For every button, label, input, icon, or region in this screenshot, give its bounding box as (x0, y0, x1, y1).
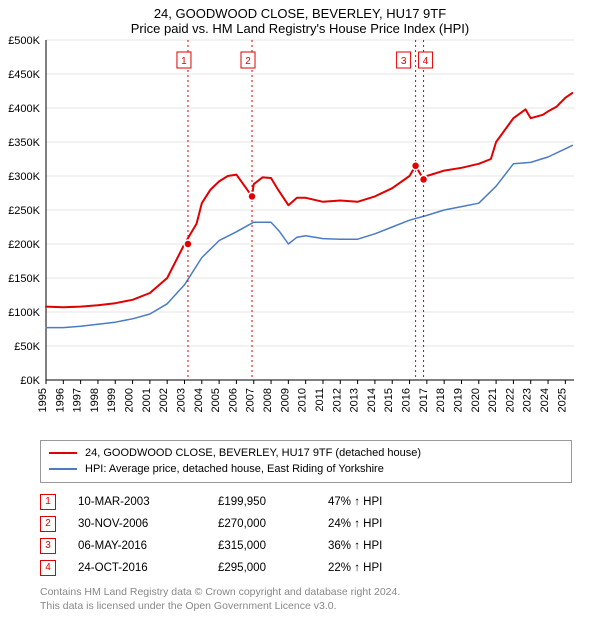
footer: Contains HM Land Registry data © Crown c… (40, 585, 600, 613)
tx-price: £295,000 (218, 562, 328, 574)
chart-title-line2: Price paid vs. HM Land Registry's House … (0, 21, 600, 36)
table-row: 3 06-MAY-2016 £315,000 36% ↑ HPI (40, 535, 600, 557)
svg-text:2023: 2023 (522, 388, 534, 412)
tx-pct: 22% ↑ HPI (328, 562, 428, 574)
svg-text:2010: 2010 (297, 388, 309, 412)
svg-text:£450K: £450K (8, 69, 40, 81)
svg-text:£0K: £0K (20, 375, 40, 387)
table-row: 1 10-MAR-2003 £199,950 47% ↑ HPI (40, 491, 600, 513)
svg-text:2019: 2019 (452, 388, 464, 412)
svg-text:2002: 2002 (158, 388, 170, 412)
svg-text:£400K: £400K (8, 103, 40, 115)
svg-text:£200K: £200K (8, 239, 40, 251)
tx-badge: 3 (40, 538, 56, 554)
tx-date: 06-MAY-2016 (78, 540, 218, 552)
svg-text:2020: 2020 (470, 388, 482, 412)
legend-swatch-property (49, 452, 77, 454)
svg-text:4: 4 (423, 56, 429, 67)
svg-text:1996: 1996 (54, 388, 66, 412)
tx-pct: 47% ↑ HPI (328, 496, 428, 508)
svg-text:2000: 2000 (124, 388, 136, 412)
svg-text:£350K: £350K (8, 137, 40, 149)
svg-text:1997: 1997 (72, 388, 84, 412)
svg-text:2024: 2024 (539, 388, 551, 412)
tx-price: £315,000 (218, 540, 328, 552)
svg-text:2022: 2022 (504, 388, 516, 412)
svg-text:1995: 1995 (37, 388, 49, 412)
svg-text:£50K: £50K (14, 341, 40, 353)
tx-price: £199,950 (218, 496, 328, 508)
svg-text:2011: 2011 (314, 388, 326, 412)
svg-text:2025: 2025 (556, 388, 568, 412)
table-row: 2 30-NOV-2006 £270,000 24% ↑ HPI (40, 513, 600, 535)
tx-date: 24-OCT-2016 (78, 562, 218, 574)
svg-text:2009: 2009 (279, 388, 291, 412)
svg-text:£500K: £500K (8, 36, 40, 47)
tx-date: 30-NOV-2006 (78, 518, 218, 530)
chart-title-line1: 24, GOODWOOD CLOSE, BEVERLEY, HU17 9TF (0, 6, 600, 21)
svg-text:2017: 2017 (418, 388, 430, 412)
svg-text:2012: 2012 (331, 388, 343, 412)
svg-text:2: 2 (245, 56, 251, 67)
svg-text:1998: 1998 (89, 388, 101, 412)
svg-text:2013: 2013 (349, 388, 361, 412)
legend: 24, GOODWOOD CLOSE, BEVERLEY, HU17 9TF (… (40, 440, 572, 483)
legend-item-property: 24, GOODWOOD CLOSE, BEVERLEY, HU17 9TF (… (49, 445, 563, 461)
svg-text:2018: 2018 (435, 388, 447, 412)
tx-pct: 24% ↑ HPI (328, 518, 428, 530)
legend-swatch-hpi (49, 468, 77, 470)
svg-text:2001: 2001 (141, 388, 153, 412)
svg-text:£150K: £150K (8, 273, 40, 285)
svg-text:2008: 2008 (262, 388, 274, 412)
transactions-table: 1 10-MAR-2003 £199,950 47% ↑ HPI 2 30-NO… (40, 491, 600, 579)
svg-text:2016: 2016 (401, 388, 413, 412)
svg-text:3: 3 (401, 56, 407, 67)
tx-badge: 2 (40, 516, 56, 532)
svg-text:2005: 2005 (210, 388, 222, 412)
tx-badge: 1 (40, 494, 56, 510)
svg-text:2004: 2004 (193, 388, 205, 412)
table-row: 4 24-OCT-2016 £295,000 22% ↑ HPI (40, 557, 600, 579)
footer-line2: This data is licensed under the Open Gov… (40, 599, 600, 613)
price-chart: £0K £50K £100K £150K £200K £250K £300K £350K £40… (0, 36, 600, 434)
svg-text:2003: 2003 (175, 388, 187, 412)
svg-text:2006: 2006 (227, 388, 239, 412)
tx-price: £270,000 (218, 518, 328, 530)
tx-date: 10-MAR-2003 (78, 496, 218, 508)
tx-badge: 4 (40, 560, 56, 576)
svg-text:£300K: £300K (8, 171, 40, 183)
footer-line1: Contains HM Land Registry data © Crown c… (40, 585, 600, 599)
svg-text:1999: 1999 (106, 388, 118, 412)
legend-label-hpi: HPI: Average price, detached house, East… (85, 461, 384, 477)
legend-item-hpi: HPI: Average price, detached house, East… (49, 461, 563, 477)
svg-text:2014: 2014 (366, 388, 378, 412)
tx-pct: 36% ↑ HPI (328, 540, 428, 552)
svg-text:2007: 2007 (245, 388, 257, 412)
svg-text:2015: 2015 (383, 388, 395, 412)
legend-label-property: 24, GOODWOOD CLOSE, BEVERLEY, HU17 9TF (… (85, 445, 421, 461)
svg-text:£100K: £100K (8, 307, 40, 319)
svg-text:2021: 2021 (487, 388, 499, 412)
svg-text:£250K: £250K (8, 205, 40, 217)
svg-text:1: 1 (181, 56, 187, 67)
